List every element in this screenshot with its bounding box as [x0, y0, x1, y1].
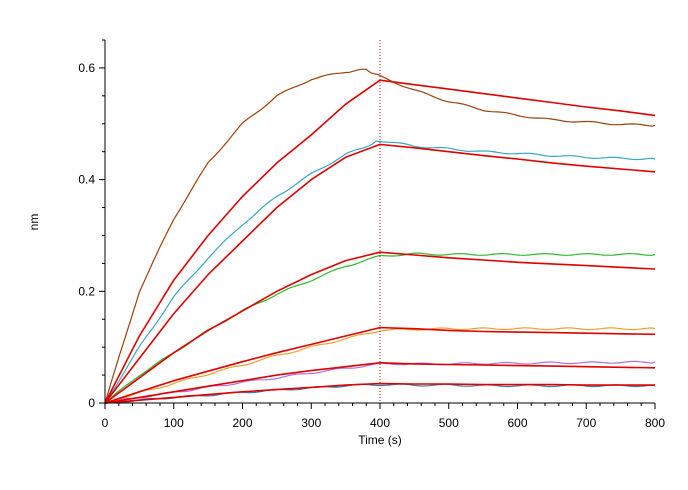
fit-curve — [104, 79, 656, 404]
fit-curve — [104, 382, 655, 404]
x-tick-label: 400 — [370, 416, 390, 430]
x-tick-label: 200 — [232, 416, 252, 430]
y-axis-title: nm — [27, 214, 41, 231]
x-tick-label: 600 — [507, 416, 527, 430]
y-tick-label: 0.6 — [78, 61, 95, 75]
y-tick-label: 0 — [88, 396, 95, 410]
fit-curve — [104, 361, 656, 404]
x-tick-label: 100 — [164, 416, 184, 430]
ticks-layer: 0 100 200 300 400 500 600 700 800 0 0.2 0.4 0.6 — [78, 39, 665, 430]
x-tick-label: 800 — [645, 416, 665, 430]
y-tick-label: 0.2 — [78, 284, 95, 298]
fit-curve — [104, 326, 656, 404]
x-tick-label: 500 — [439, 416, 459, 430]
x-axis-title: Time (s) — [358, 433, 402, 447]
y-tick-label: 0.4 — [78, 173, 95, 187]
fit-curve — [104, 251, 656, 404]
measured-curve — [104, 68, 656, 404]
measured-curve — [104, 140, 656, 404]
measured-curve — [104, 383, 656, 403]
x-tick-label: 700 — [576, 416, 596, 430]
fit-curve — [104, 143, 656, 404]
x-tick-label: 300 — [301, 416, 321, 430]
x-tick-label: 0 — [102, 416, 109, 430]
series-layer — [104, 68, 656, 405]
